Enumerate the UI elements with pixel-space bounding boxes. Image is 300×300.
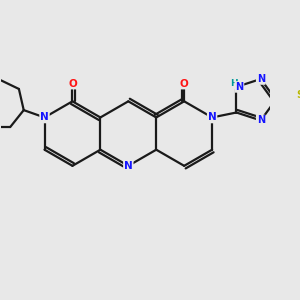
Text: N: N xyxy=(235,82,244,92)
Text: S: S xyxy=(296,90,300,100)
Text: O: O xyxy=(180,79,188,88)
Text: N: N xyxy=(124,161,133,171)
Text: O: O xyxy=(68,79,77,88)
Text: H: H xyxy=(230,80,238,88)
Text: N: N xyxy=(257,116,265,125)
Text: N: N xyxy=(208,112,217,122)
Text: N: N xyxy=(40,112,49,122)
Text: N: N xyxy=(257,74,265,84)
